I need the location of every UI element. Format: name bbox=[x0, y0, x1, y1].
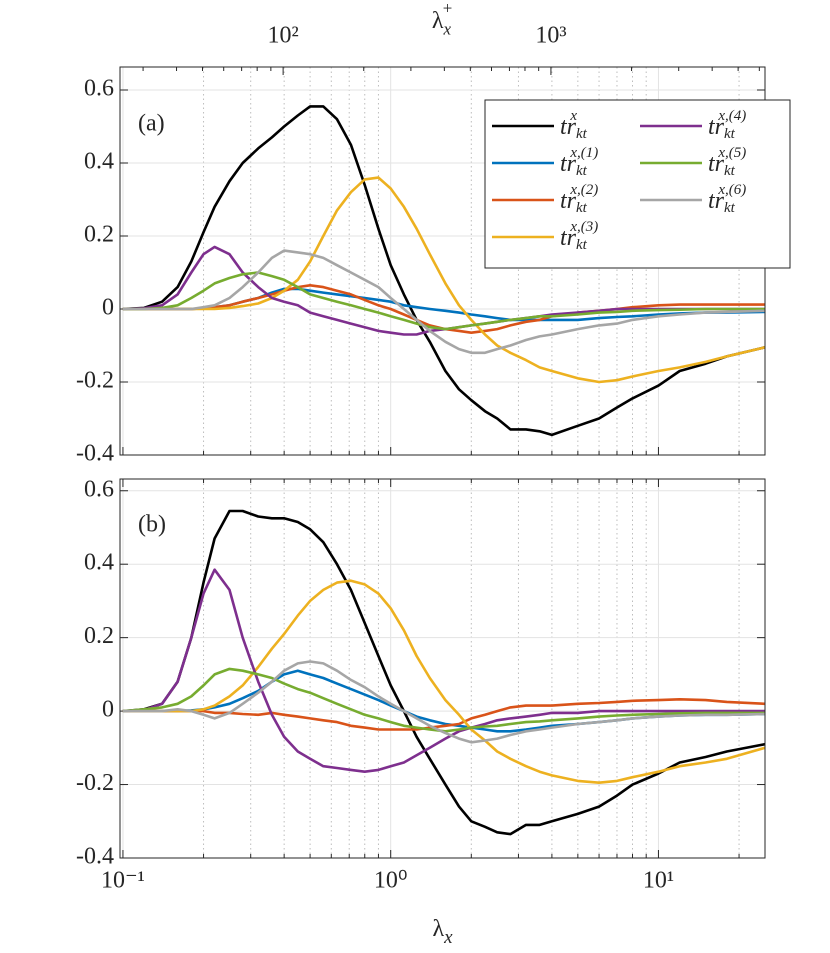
label: trkt x,(6) bbox=[708, 183, 746, 217]
label-sup: x,(6) bbox=[717, 183, 746, 199]
label-sup: x,(5) bbox=[717, 146, 746, 162]
label-sub: kt bbox=[576, 127, 588, 143]
label-sub: kt bbox=[576, 238, 588, 254]
label-sub: x bbox=[442, 19, 451, 38]
label: trkt x,(3) bbox=[560, 220, 598, 254]
label-base: tr bbox=[560, 225, 577, 251]
label-base: tr bbox=[560, 188, 577, 214]
y-tick-label: 0.4 bbox=[84, 148, 114, 174]
label-base: tr bbox=[708, 151, 725, 177]
legend-box bbox=[484, 99, 791, 269]
series-line bbox=[122, 579, 765, 784]
series-line bbox=[122, 667, 765, 733]
series-line bbox=[122, 249, 765, 355]
label-sup: x,(1) bbox=[569, 146, 598, 162]
series-line bbox=[122, 698, 765, 731]
label-base: tr bbox=[560, 114, 577, 140]
y-tick-label: 0 bbox=[102, 294, 114, 320]
y-tick-label: -0.4 bbox=[76, 844, 114, 870]
label: trkt x,(2) bbox=[560, 183, 598, 217]
series-line bbox=[122, 568, 765, 773]
label-sup: x,(2) bbox=[569, 183, 598, 199]
label-sup: + bbox=[442, 0, 453, 17]
label-base: tr bbox=[708, 114, 725, 140]
label-sup: x,(4) bbox=[717, 109, 746, 125]
series-line bbox=[122, 660, 765, 744]
label-base: λ bbox=[432, 8, 444, 34]
y-tick-label: -0.4 bbox=[76, 441, 114, 467]
label: trkt x,(4) bbox=[708, 109, 746, 143]
x2-tick-label: 10³ bbox=[535, 23, 566, 49]
series-line bbox=[122, 245, 765, 336]
x-tick-label: 10⁻¹ bbox=[101, 868, 145, 894]
y-tick-label: -0.2 bbox=[76, 770, 114, 796]
panel-label: (a) bbox=[138, 111, 165, 137]
x-tick-label: 10¹ bbox=[643, 868, 674, 894]
y-tick-label: 0 bbox=[102, 697, 114, 723]
y-tick-label: 0.2 bbox=[84, 221, 114, 247]
series-line bbox=[122, 105, 765, 437]
label-sub: kt bbox=[576, 164, 588, 180]
label-base: tr bbox=[560, 151, 577, 177]
y-tick-label: 0.6 bbox=[84, 476, 114, 502]
label: λx + bbox=[432, 0, 453, 38]
label-sub: kt bbox=[724, 127, 736, 143]
label-sub: kt bbox=[724, 201, 736, 217]
axes-box bbox=[119, 478, 766, 859]
x-tick-label: 10⁰ bbox=[374, 868, 408, 894]
y-tick-label: 0.4 bbox=[84, 550, 114, 576]
label-sup: x bbox=[569, 109, 577, 125]
label: λx bbox=[432, 916, 453, 949]
y-tick-label: 0.6 bbox=[84, 75, 114, 101]
panel-label: (b) bbox=[138, 512, 166, 538]
y-tick-label: -0.2 bbox=[76, 367, 114, 393]
label-base: tr bbox=[708, 188, 725, 214]
label: trkt x,(5) bbox=[708, 146, 746, 180]
label-sup: x,(3) bbox=[569, 220, 598, 236]
label-sub: kt bbox=[576, 201, 588, 217]
label-base: λ bbox=[432, 916, 444, 942]
series-line bbox=[122, 271, 765, 331]
label-sub: kt bbox=[724, 164, 736, 180]
label: trkt x bbox=[560, 109, 588, 143]
label: trkt x,(1) bbox=[560, 146, 598, 180]
x2-tick-label: 10² bbox=[268, 23, 299, 49]
label-sub: x bbox=[443, 927, 453, 948]
series-line bbox=[122, 176, 765, 384]
y-tick-label: 0.2 bbox=[84, 623, 114, 649]
